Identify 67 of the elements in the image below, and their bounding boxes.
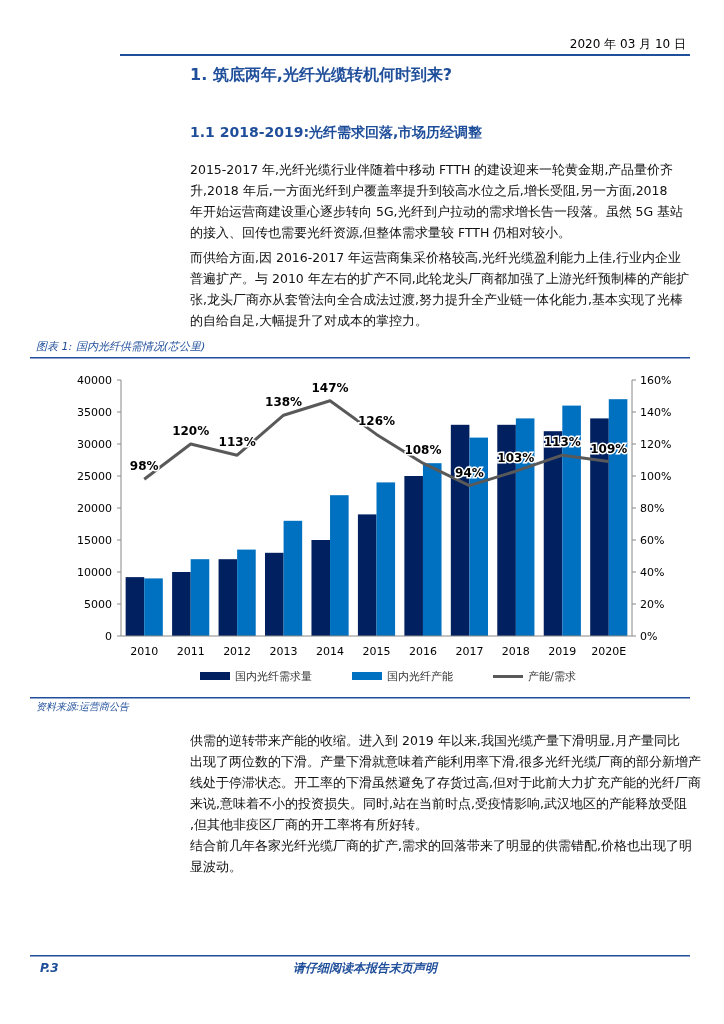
bar — [311, 540, 331, 636]
y-tick-label: 0 — [105, 630, 112, 643]
x-tick-label: 2012 — [223, 645, 252, 658]
y-tick-label: 10000 — [77, 566, 112, 579]
text: 结合前几年各家光纤光缆厂商的扩产,需求的回落带来了明显的供需错配,价格也出现了明显波动。 — [190, 838, 692, 874]
bar — [265, 552, 284, 636]
bar — [422, 463, 442, 636]
text: 供需的逆转带来产能的收缩。进入到 2019 年以来,我国光缆产量下滑明显,月产量同比出现了两位数的下滑。产量下滑就意味着产能利用率下滑,很多光纤光缆厂商的部分新增产线处于停滞状态。开工率的下滑虽然避免了存货过高,但对于此前大力扩充产能的光纤厂商来说,意味着不小的投资损失。同时,站在当前时点,受疫情影响,武汉地区的产能释放受阻,但其他非疫区厂商的开工率将有所好转。 — [190, 733, 701, 832]
bar — [125, 577, 145, 636]
x-tick-label: 2013 — [269, 645, 298, 658]
data-label: 138% — [265, 395, 303, 410]
legend-label: 国内光纤产能 — [387, 670, 453, 683]
text: 而供给方面,因 2016-2017 年运营商集采价格较高,光纤光缆盈利能力上佳,行业内企业普遍扩产。与 2010 年左右的扩产不同,此轮龙头厂商都加强了上游光纤预制棒的产能扩张,龙头厂商亦从套管法向全合成法过渡,努力提升全产业链一体化能力,基本实现了光棒的自给自足,大幅提升了对成本的掌控力。 — [190, 250, 689, 328]
text: P.3 — [40, 961, 59, 975]
data-label: 147% — [311, 380, 349, 395]
bar — [376, 482, 396, 636]
x-tick-label: 2020E — [591, 645, 627, 658]
data-label: 94% — [455, 465, 484, 480]
text: 2020 年 03 月 10 日 — [569, 37, 686, 51]
y-tick-label: 25000 — [77, 470, 112, 483]
x-tick-label: 2011 — [176, 645, 205, 658]
chart-title: 图表 1: 国内光纤供需情况(芯公里) — [36, 340, 206, 353]
bar — [283, 520, 303, 636]
y-tick-label: 15000 — [77, 534, 112, 547]
legend-label: 国内光纤需求量 — [235, 670, 312, 683]
bar — [218, 559, 238, 636]
legend-label: 产能/需求 — [528, 670, 576, 683]
bar — [144, 578, 163, 636]
y2-tick-label: 20% — [640, 598, 665, 611]
x-tick-label: 2014 — [316, 645, 345, 658]
bar — [404, 476, 423, 636]
text: 请仔细阅读本报告末页声明 — [293, 961, 439, 975]
text: 1. 筑底两年,光纤光缆转机何时到来? — [190, 65, 453, 84]
bar — [172, 572, 191, 636]
y-tick-label: 40000 — [77, 374, 112, 387]
x-tick-label: 2018 — [501, 645, 530, 658]
y2-tick-label: 0% — [640, 630, 658, 643]
y2-tick-label: 100% — [640, 470, 672, 483]
text: 资料来源:运营商公告 — [36, 701, 131, 712]
x-tick-label: 2010 — [130, 645, 159, 658]
bar — [330, 495, 349, 636]
y-tick-label: 30000 — [77, 438, 112, 451]
data-label: 103% — [497, 451, 535, 466]
y2-tick-label: 120% — [640, 438, 672, 451]
y2-tick-label: 80% — [640, 502, 665, 515]
text: 1.1 2018-2019:光纤需求回落,市场历经调整 — [190, 124, 484, 140]
x-tick-label: 2019 — [548, 645, 577, 658]
bar — [357, 514, 377, 636]
data-label: 109% — [590, 441, 628, 456]
x-tick-label: 2015 — [362, 645, 391, 658]
data-label: 126% — [357, 414, 396, 429]
y2-tick-label: 60% — [640, 534, 665, 547]
data-label: 108% — [404, 443, 442, 458]
x-tick-label: 2017 — [455, 645, 484, 658]
y-tick-label: 5000 — [84, 598, 112, 611]
data-label: 120% — [172, 424, 210, 438]
data-label: 113% — [543, 435, 581, 450]
x-tick-label: 2016 — [408, 645, 437, 658]
y2-tick-label: 40% — [640, 566, 665, 579]
y2-tick-label: 140% — [640, 406, 672, 419]
bar — [190, 559, 210, 636]
y2-tick-label: 160% — [640, 374, 672, 387]
data-label: 98% — [129, 459, 159, 474]
y-tick-label: 35000 — [77, 406, 112, 419]
text: 2015-2017 年,光纤光缆行业伴随着中移动 FTTH 的建设迎来一轮黄金期,产品量价齐升,2018 年后,一方面光纤到户覆盖率提升到较高水位之后,增长受阻,另一方面,2018 年开始运营商建设重心逐步转向 5G,光纤到户拉动的需求增长告一段落。虽然 5G 基站的接入、回传也需要光纤资源,但整体需求量较 FTTH 仍相对较小。 — [190, 162, 684, 240]
bar — [237, 549, 256, 636]
y-tick-label: 20000 — [77, 502, 112, 515]
